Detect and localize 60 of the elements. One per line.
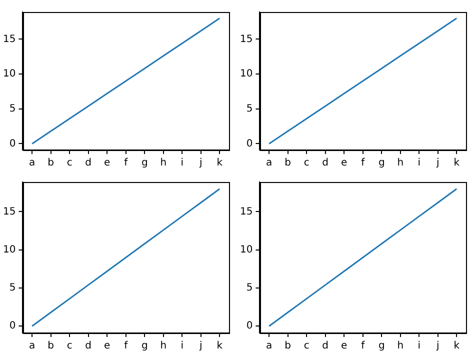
x-tick-label: c	[66, 340, 72, 352]
x-tick-label: k	[216, 158, 223, 169]
x-tick-label: h	[397, 158, 404, 169]
x-tick-label: j	[435, 158, 440, 169]
x-tick-label: f	[361, 158, 366, 169]
x-tick-label: e	[104, 340, 110, 352]
x-tick-label: d	[85, 340, 92, 352]
y-tick-label: 15	[2, 206, 16, 218]
x-tick-label: h	[160, 158, 167, 169]
x-tick-label: g	[141, 340, 148, 352]
x-tick-label: j	[435, 340, 440, 352]
x-tick-label: i	[418, 340, 421, 352]
x-tick-label: g	[378, 340, 385, 352]
x-tick-label: k	[216, 340, 223, 352]
y-tick-label: 15	[240, 34, 253, 45]
x-tick-label: i	[180, 340, 184, 352]
y-tick-label: 0	[9, 138, 16, 150]
y-tick-label: 5	[9, 103, 16, 114]
x-tick-label: d	[85, 158, 92, 169]
x-tick-label: c	[66, 158, 72, 169]
x-tick-label: h	[397, 340, 404, 352]
x-tick-label: a	[266, 158, 272, 169]
x-tick-label: g	[378, 158, 385, 169]
x-tick-label: k	[454, 340, 460, 352]
x-tick-label: i	[418, 158, 421, 169]
y-tick-label: 10	[2, 68, 16, 80]
x-tick-label: e	[341, 158, 348, 169]
x-tick-label: f	[361, 340, 366, 352]
y-tick-label: 10	[2, 244, 16, 256]
x-tick-label: j	[198, 340, 202, 352]
y-tick-label: 10	[240, 244, 253, 256]
x-tick-label: e	[341, 340, 348, 352]
x-tick-label: b	[48, 340, 54, 352]
x-tick-label: c	[304, 340, 310, 352]
x-tick-label: d	[322, 158, 329, 169]
x-tick-label: h	[160, 340, 167, 352]
x-tick-label: b	[48, 158, 54, 169]
x-tick-label: e	[104, 158, 110, 169]
x-tick-label: a	[29, 158, 36, 169]
x-tick-label: k	[454, 158, 460, 169]
y-tick-label: 10	[240, 68, 253, 80]
x-tick-label: b	[284, 158, 292, 169]
x-tick-label: a	[266, 340, 272, 352]
x-tick-label: g	[141, 158, 148, 169]
y-tick-label: 0	[246, 320, 253, 332]
x-tick-label: j	[198, 158, 202, 169]
y-tick-label: 5	[246, 282, 253, 294]
x-tick-label: f	[124, 158, 128, 169]
x-tick-label: i	[180, 158, 184, 169]
y-tick-label: 5	[246, 103, 253, 114]
y-tick-label: 5	[9, 282, 16, 294]
x-tick-label: b	[284, 340, 292, 352]
y-tick-label: 0	[9, 320, 16, 332]
y-tick-label: 15	[240, 206, 253, 218]
y-tick-label: 15	[2, 34, 16, 45]
x-tick-label: d	[322, 340, 329, 352]
y-tick-label: 0	[246, 138, 253, 150]
x-tick-label: a	[29, 340, 36, 352]
x-tick-label: f	[124, 340, 128, 352]
x-tick-label: c	[304, 158, 310, 169]
